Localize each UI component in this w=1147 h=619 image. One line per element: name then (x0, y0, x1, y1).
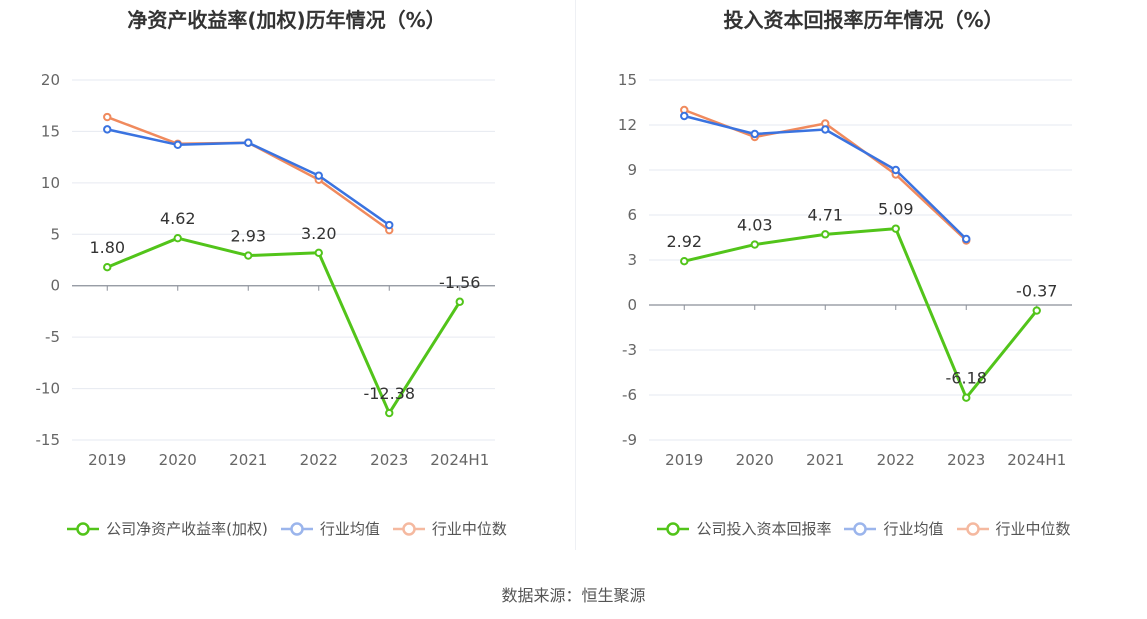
data-point-industry-avg (821, 125, 830, 134)
roe-chart-panel: 净资产收益率(加权)历年情况（%） 20 15 10 5 0 -5 -10 -15 2019 20… (0, 0, 573, 560)
data-point-industry-avg (962, 234, 971, 244)
x-tick-label: 2024H1 (1007, 451, 1066, 469)
roe-legend: 公司净资产收益率(加权) 行业均值 行业中位数 (0, 518, 573, 539)
y-tick-label: -6 (622, 386, 637, 404)
data-point-company (385, 408, 394, 418)
data-label: 4.62 (160, 209, 196, 228)
roe-chart-title: 净资产收益率(加权)历年情况（%） (127, 8, 446, 32)
data-point-company (455, 297, 464, 306)
data-point-company (750, 240, 759, 249)
legend-item-industry-median[interactable]: 行业中位数 (956, 518, 1071, 539)
data-label: 2.92 (666, 232, 702, 251)
legend-avg-marker-icon (844, 521, 877, 536)
x-tick-label: 2024H1 (430, 451, 489, 469)
legend-label-industry-avg: 行业均值 (319, 520, 380, 538)
data-point-company (314, 248, 323, 258)
roic-chart-title: 投入资本回报率历年情况（%） (723, 8, 1004, 32)
y-tick-label: -15 (36, 431, 61, 449)
y-tick-label: 15 (41, 122, 60, 140)
legend-company-marker-icon (67, 521, 100, 536)
data-label: 4.03 (737, 216, 773, 235)
y-tick-label: -5 (45, 328, 60, 346)
legend-company-marker-icon (657, 521, 690, 536)
y-tick-label: -10 (36, 380, 61, 398)
data-label: 3.20 (301, 224, 337, 243)
data-point-company (962, 393, 971, 402)
data-point-industry-median (103, 112, 112, 122)
legend-median-marker-icon (392, 521, 425, 536)
y-tick-label: 0 (50, 277, 60, 295)
data-point-industry-avg (173, 140, 182, 150)
y-tick-label: 12 (618, 116, 637, 134)
data-label: 2.93 (230, 227, 266, 246)
x-tick-label: 2022 (300, 451, 338, 469)
x-tick-label: 2021 (229, 451, 267, 469)
data-point-company (821, 230, 830, 239)
legend-median-marker-icon (956, 521, 989, 536)
legend-item-industry-avg[interactable]: 行业均值 (843, 518, 944, 539)
data-point-industry-avg (244, 138, 253, 147)
roic-line-chart: 15 12 9 6 3 0 -3 -6 -9 2019 2020 2021 2022 2023 2024H1… (618, 71, 1072, 469)
data-point-company (680, 257, 689, 266)
data-label: 4.71 (807, 205, 843, 224)
roe-line-chart: 20 15 10 5 0 -5 -10 -15 2019 2020 2021 2022 2023 2024… (36, 71, 495, 469)
legend-label-company-roe: 公司净资产收益率(加权) (106, 520, 268, 538)
x-tick-label: 2023 (370, 451, 408, 469)
data-label: -12.38 (363, 384, 415, 403)
data-label: 5.09 (878, 200, 914, 219)
x-tick-label: 2020 (159, 451, 197, 469)
legend-item-industry-avg[interactable]: 行业均值 (280, 518, 380, 539)
legend-label-industry-avg: 行业均值 (883, 520, 944, 538)
y-tick-label: -9 (622, 431, 637, 449)
x-tick-label: 2021 (806, 451, 844, 469)
series-line-company (106, 236, 462, 415)
data-point-industry-avg (750, 129, 759, 139)
y-tick-label: 20 (41, 71, 60, 89)
data-point-industry-avg (385, 220, 394, 230)
legend-label-company-roic: 公司投入资本回报率 (696, 520, 832, 538)
x-tick-label: 2019 (88, 451, 126, 469)
legend-label-industry-median: 行业中位数 (431, 520, 507, 538)
x-tick-label: 2023 (947, 451, 985, 469)
legend-item-company-roe[interactable]: 公司净资产收益率(加权) (66, 518, 268, 539)
y-tick-label: 5 (50, 225, 60, 243)
y-tick-label: 3 (627, 251, 637, 269)
data-point-industry-avg (891, 165, 900, 175)
series-line-company (683, 227, 1038, 400)
legend-label-industry-median: 行业中位数 (995, 520, 1071, 538)
data-point-industry-avg (680, 111, 689, 121)
data-label: -1.56 (439, 273, 480, 292)
data-point-industry-avg (314, 171, 323, 180)
data-point-company (891, 224, 900, 233)
y-tick-label: 0 (627, 296, 637, 314)
data-source-label: 数据来源：恒生聚源 (501, 586, 646, 605)
data-point-company (173, 233, 182, 243)
y-tick-label: 10 (41, 174, 60, 192)
legend-item-industry-median[interactable]: 行业中位数 (392, 518, 507, 539)
data-label: 1.80 (89, 238, 125, 257)
legend-item-company-roic[interactable]: 公司投入资本回报率 (656, 518, 831, 539)
x-tick-label: 2022 (877, 451, 915, 469)
data-point-company (244, 251, 253, 260)
legend-avg-marker-icon (280, 521, 313, 536)
data-point-industry-avg (103, 125, 112, 134)
y-tick-label: 6 (627, 206, 637, 224)
y-tick-label: 9 (627, 161, 637, 179)
series-line-industry-median (106, 115, 390, 232)
x-tick-label: 2020 (736, 451, 774, 469)
data-point-company (1032, 306, 1041, 315)
data-label: -0.37 (1016, 282, 1057, 301)
data-point-company (103, 263, 112, 272)
data-label: -6.18 (946, 369, 987, 388)
roic-legend: 公司投入资本回报率 行业均值 行业中位数 (577, 518, 1147, 539)
y-tick-label: 15 (618, 71, 637, 89)
x-tick-label: 2019 (665, 451, 703, 469)
y-tick-label: -3 (622, 341, 637, 359)
panel-divider (575, 0, 576, 550)
roic-chart-panel: 投入资本回报率历年情况（%） 15 12 9 6 3 0 -3 -6 -9 2019 2020 202… (577, 0, 1147, 560)
